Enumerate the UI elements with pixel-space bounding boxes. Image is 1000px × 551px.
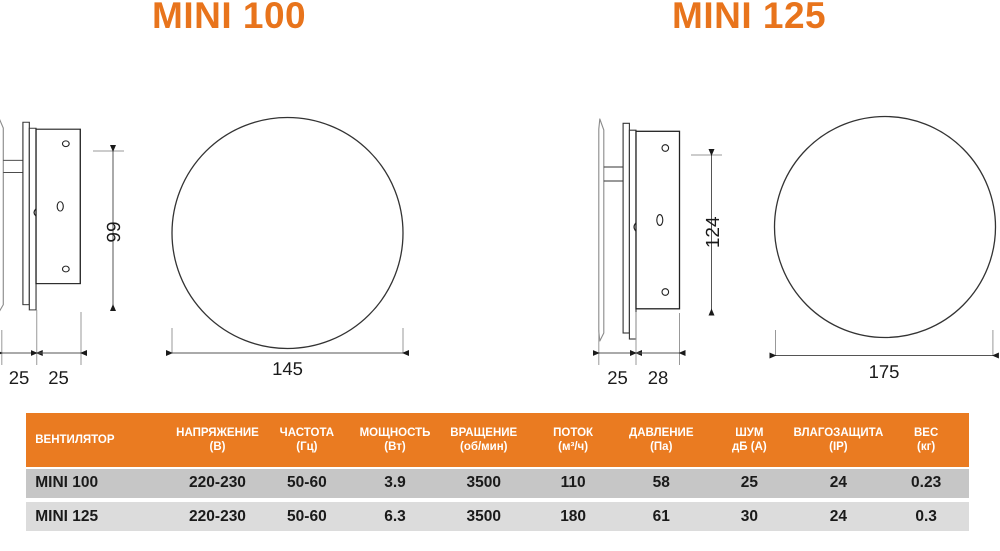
svg-text:25: 25 <box>607 367 628 388</box>
svg-text:25: 25 <box>48 367 69 388</box>
svg-text:124: 124 <box>703 216 724 248</box>
svg-text:28: 28 <box>648 367 669 388</box>
svg-text:145: 145 <box>272 358 303 379</box>
svg-text:25: 25 <box>9 367 30 388</box>
svg-text:175: 175 <box>869 361 900 382</box>
svg-text:99: 99 <box>104 221 125 242</box>
